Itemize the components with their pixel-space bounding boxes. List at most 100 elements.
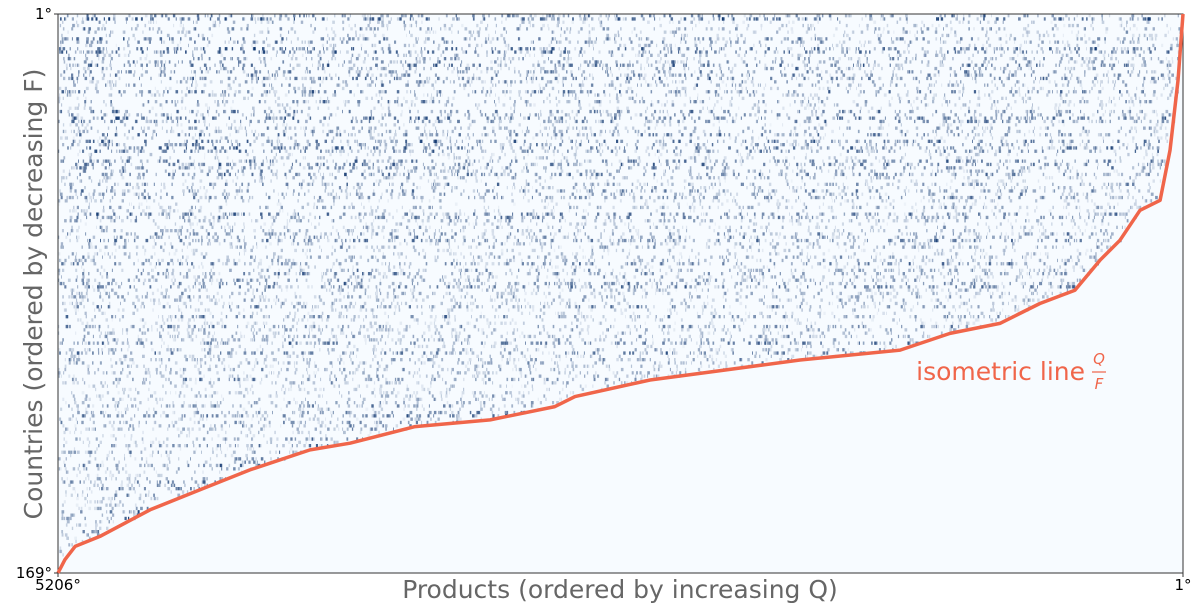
matrix-cell	[721, 47, 722, 50]
matrix-cell	[936, 133, 937, 136]
matrix-cell	[1029, 64, 1032, 67]
matrix-cell	[390, 113, 392, 116]
matrix-cell	[285, 93, 288, 96]
matrix-cell	[268, 107, 271, 110]
matrix-cell	[804, 64, 807, 67]
matrix-cell	[879, 77, 882, 80]
matrix-cell	[615, 34, 618, 37]
matrix-cell	[1029, 60, 1030, 63]
matrix-cell	[426, 117, 428, 120]
matrix-cell	[569, 113, 570, 116]
matrix-cell	[530, 93, 532, 96]
matrix-cell	[580, 67, 581, 70]
matrix-cell	[371, 110, 372, 113]
matrix-cell	[950, 21, 952, 24]
matrix-cell	[1168, 60, 1171, 63]
matrix-cell	[263, 77, 266, 80]
matrix-cell	[995, 84, 996, 87]
matrix-cell	[1071, 67, 1072, 70]
matrix-cell	[646, 37, 647, 40]
matrix-cell	[724, 117, 726, 120]
matrix-cell	[238, 130, 239, 133]
matrix-cell	[328, 130, 330, 133]
matrix-cell	[492, 113, 494, 116]
matrix-cell	[319, 100, 321, 103]
matrix-cell	[445, 47, 448, 50]
matrix-cell	[237, 41, 239, 44]
matrix-cell	[337, 107, 339, 110]
matrix-cell	[659, 117, 661, 120]
matrix-cell	[729, 113, 731, 116]
matrix-cell	[546, 47, 548, 50]
matrix-cell	[1018, 120, 1020, 123]
matrix-cell	[1034, 127, 1035, 130]
matrix-cell	[78, 24, 79, 27]
matrix-cell	[984, 50, 986, 53]
matrix-cell	[841, 70, 843, 73]
matrix-cell	[279, 103, 281, 106]
matrix-cell	[1054, 107, 1057, 110]
matrix-cell	[680, 50, 681, 53]
matrix-cell	[322, 130, 324, 133]
matrix-cell	[510, 80, 513, 83]
matrix-cell	[200, 130, 202, 133]
matrix-cell	[725, 41, 728, 44]
matrix-cell	[754, 113, 756, 116]
matrix-cell	[479, 64, 481, 67]
matrix-cell	[960, 37, 963, 40]
matrix-cell	[219, 70, 220, 73]
matrix-cell	[220, 64, 221, 67]
matrix-cell	[253, 41, 256, 44]
matrix-cell	[514, 100, 516, 103]
matrix-cell	[1155, 34, 1157, 37]
matrix-cell	[253, 133, 254, 136]
matrix-cell	[214, 130, 217, 133]
matrix-cell	[1153, 70, 1154, 73]
matrix-cell	[718, 84, 719, 87]
matrix-cell	[231, 110, 233, 113]
matrix-cell	[1017, 67, 1019, 70]
matrix-cell	[416, 127, 419, 130]
matrix-cell	[582, 80, 583, 83]
matrix-cell	[83, 67, 86, 70]
matrix-cell	[527, 80, 528, 83]
matrix-cell	[77, 97, 79, 100]
matrix-cell	[682, 120, 685, 123]
matrix-cell	[499, 127, 502, 130]
matrix-cell	[120, 120, 123, 123]
matrix-cell	[1147, 37, 1148, 40]
matrix-cell	[86, 17, 89, 20]
matrix-cell	[589, 103, 591, 106]
matrix-cell	[1039, 133, 1041, 136]
matrix-cell	[63, 77, 65, 80]
matrix-cell	[990, 133, 992, 136]
matrix-cell	[403, 54, 405, 57]
matrix-cell	[487, 90, 489, 93]
matrix-cell	[564, 31, 566, 34]
matrix-cell	[449, 120, 451, 123]
matrix-cell	[806, 117, 808, 120]
matrix-cell	[836, 44, 839, 47]
matrix-cell	[1012, 57, 1015, 60]
matrix-cell	[938, 70, 940, 73]
matrix-cell	[702, 100, 704, 103]
matrix-cell	[571, 90, 574, 93]
matrix-cell	[163, 41, 165, 44]
matrix-cell	[128, 70, 131, 73]
matrix-cell	[505, 60, 506, 63]
matrix-cell	[1170, 44, 1172, 47]
matrix-cell	[1137, 74, 1139, 77]
matrix-cell	[574, 90, 576, 93]
matrix-cell	[1089, 67, 1091, 70]
matrix-cell	[979, 74, 981, 77]
matrix-cell	[649, 50, 650, 53]
matrix-cell	[616, 64, 618, 67]
matrix-cell	[760, 44, 761, 47]
matrix-cell	[458, 31, 459, 34]
matrix-cell	[1067, 41, 1069, 44]
matrix-cell	[858, 117, 861, 120]
matrix-cell	[932, 97, 934, 100]
matrix-cell	[331, 77, 333, 80]
matrix-cell	[102, 57, 104, 60]
matrix-cell	[956, 80, 957, 83]
